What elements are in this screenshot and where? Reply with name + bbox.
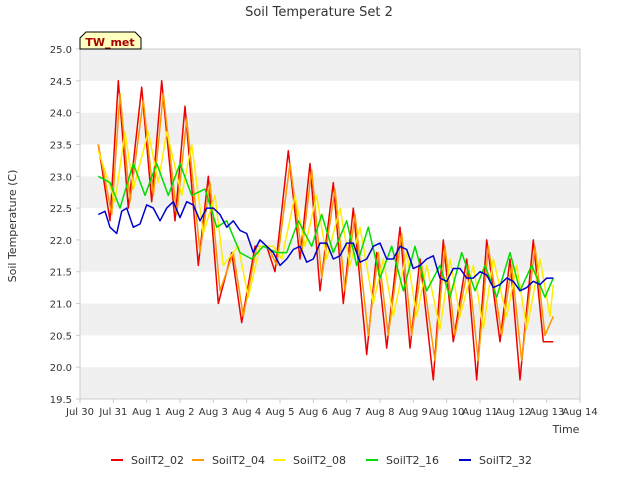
legend: SoilT2_02 SoilT2_04 SoilT2_08 SoilT2_16 Soil… [111, 454, 532, 467]
x-tick-label: Aug 5 [265, 407, 294, 418]
x-tick-label: Aug 14 [562, 407, 597, 418]
plot-bands [80, 49, 580, 399]
site-label: TW_met [85, 36, 134, 49]
x-axis-ticks: Jul 30 Jul 31 Aug 1 Aug 2 Aug 3 Aug 4 Aug 5 Aug… [65, 399, 598, 418]
plot-band [80, 80, 580, 113]
x-tick-label: Aug 1 [132, 407, 161, 418]
x-tick-label: Aug 4 [232, 407, 261, 418]
legend-label: SoilT2_08 [293, 454, 346, 467]
plot-band [80, 112, 580, 145]
y-axis-ticks: 19.5 20.0 20.5 21.0 21.5 22.0 22.5 23.0 23.5 24.0… [50, 45, 80, 406]
series-line-soilt2-32 [97, 200, 554, 292]
legend-label: SoilT2_04 [212, 454, 265, 467]
y-tick-label: 24.0 [50, 109, 72, 120]
x-tick-label: Aug 12 [496, 407, 531, 418]
x-tick-label: Aug 7 [332, 407, 361, 418]
y-tick-label: 21.0 [50, 300, 72, 311]
y-tick-label: 22.5 [50, 204, 72, 215]
legend-label: SoilT2_02 [131, 454, 184, 467]
series-line-soilt2-16 [97, 162, 554, 298]
plot-band [80, 367, 580, 399]
x-tick-label: Aug 2 [165, 407, 194, 418]
x-tick-label: Jul 31 [98, 407, 127, 418]
y-tick-label: 23.0 [50, 172, 72, 183]
legend-label: SoilT2_16 [386, 454, 439, 467]
y-tick-label: 25.0 [50, 45, 72, 56]
y-tick-label: 20.0 [50, 363, 72, 374]
y-axis-label: Soil Temperature (C) [6, 170, 19, 283]
x-tick-label: Aug 9 [399, 407, 428, 418]
site-label-box: TW_met [79, 31, 142, 50]
y-tick-label: 20.5 [50, 331, 72, 342]
y-tick-label: 19.5 [50, 395, 72, 406]
plot-band [80, 335, 580, 368]
x-tick-label: Aug 3 [199, 407, 228, 418]
series-line-soilt2-08 [97, 130, 555, 330]
series-line-soilt2-04 [97, 92, 554, 362]
y-tick-label: 23.5 [50, 140, 72, 151]
x-tick-label: Aug 8 [365, 407, 394, 418]
y-tick-label: 24.5 [50, 77, 72, 88]
y-tick-label: 21.5 [50, 268, 72, 279]
x-tick-label: Aug 11 [462, 407, 497, 418]
chart-title: Soil Temperature Set 2 [245, 5, 393, 20]
x-axis-label: Time [552, 423, 580, 436]
series-lines [97, 80, 555, 381]
legend-label: SoilT2_32 [479, 454, 532, 467]
plot-band [80, 49, 580, 81]
plot-frame [79, 48, 581, 400]
x-tick-label: Jul 30 [65, 407, 94, 418]
y-tick-label: 22.0 [50, 236, 72, 247]
x-tick-label: Aug 10 [429, 407, 464, 418]
x-tick-label: Aug 6 [299, 407, 328, 418]
x-tick-label: Aug 13 [529, 407, 564, 418]
